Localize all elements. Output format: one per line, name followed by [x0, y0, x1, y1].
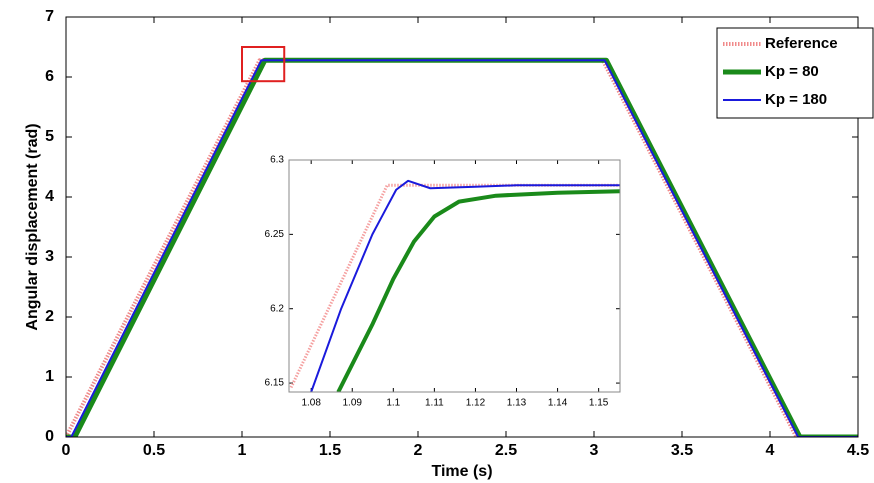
y-tick-label: 1: [45, 368, 54, 385]
x-tick-label: 1.14: [548, 398, 568, 409]
x-tick-label: 1.09: [343, 398, 363, 409]
legend-label: Kp = 80: [765, 63, 819, 80]
zoom-box: [241, 46, 286, 83]
series-line: [336, 189, 620, 392]
x-tick-label: 1.13: [507, 398, 527, 409]
x-tick-label: 2: [414, 442, 423, 459]
y-tick-label: 2: [45, 308, 54, 325]
x-tick-label: 1: [238, 442, 247, 459]
y-tick-label: 4: [45, 188, 54, 205]
plot-background: [289, 160, 620, 392]
x-tick-label: 4: [766, 442, 775, 459]
legend-label: Kp = 180: [765, 91, 827, 108]
y-tick-label: 6.3: [270, 155, 284, 166]
x-tick-label: 1.12: [466, 398, 486, 409]
series-group: [66, 57, 858, 437]
y-axis-label: Angular displacement (rad): [24, 123, 41, 330]
y-tick-label: 6.2: [270, 303, 284, 314]
inset-plot: 1.08 1.09 1.1 1.11 1.12 1.13 1.14 1.15 6.15 6.2 6.…: [265, 155, 621, 409]
x-tick-label: 1.08: [301, 398, 321, 409]
y-tick-label: 6.25: [265, 229, 285, 240]
legend: Reference Kp = 80 Kp = 180: [716, 27, 874, 119]
x-tick-label: 1.1: [386, 398, 400, 409]
x-tick-label: 1.15: [589, 398, 609, 409]
series-group: [289, 179, 620, 392]
y-tick-label: 0: [45, 428, 54, 445]
x-tick-label: 0: [62, 442, 71, 459]
x-axis-label: Time (s): [431, 463, 492, 480]
y-tick-label: 5: [45, 128, 54, 145]
x-tick-label: 1.5: [319, 442, 341, 459]
series-line: [66, 58, 858, 437]
x-tick-label: 3.5: [671, 442, 693, 459]
y-tick-label: 7: [45, 8, 54, 25]
y-tick-label: 3: [45, 248, 54, 265]
plot-frame: [65, 16, 859, 438]
y-tick-label: 6: [45, 68, 54, 85]
y-tick-label: 6.15: [265, 378, 285, 389]
x-tick-label: 1.11: [425, 398, 444, 409]
x-tick-label: 4.5: [847, 442, 869, 459]
series-line: [66, 59, 858, 437]
x-tick-label: 2.5: [495, 442, 517, 459]
plot-frame: [288, 159, 621, 393]
x-tick-label: 0.5: [143, 442, 165, 459]
series-line: [310, 179, 620, 392]
x-tick-label: 3: [590, 442, 599, 459]
legend-label: Reference: [765, 35, 838, 52]
